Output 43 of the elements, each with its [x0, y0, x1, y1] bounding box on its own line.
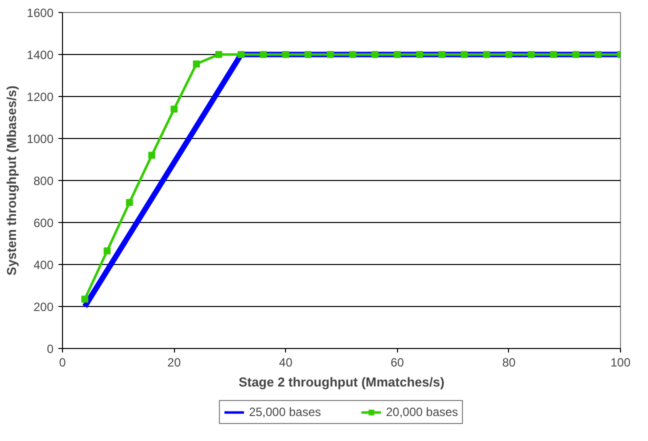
point	[483, 51, 490, 58]
point	[438, 51, 446, 58]
y-tick-label: 0	[46, 342, 54, 356]
point	[238, 51, 245, 58]
y-tick-label: 1200	[26, 90, 54, 104]
y-tick-label: 400	[33, 258, 54, 272]
point	[104, 247, 111, 254]
y-tick-label: 1400	[26, 48, 54, 62]
y-tick-label: 1600	[26, 6, 54, 20]
point	[260, 51, 267, 58]
point	[550, 51, 558, 58]
x-tick-label: 80	[502, 356, 516, 370]
point	[460, 51, 468, 58]
point	[215, 51, 222, 58]
x-tick-label: 60	[390, 356, 404, 370]
x-tick-label: 0	[59, 356, 66, 370]
point	[170, 106, 178, 113]
legend-label: 20,000 bases	[386, 405, 458, 419]
point	[282, 51, 290, 58]
legend-label: 25,000 bases	[248, 405, 321, 419]
point	[572, 51, 580, 58]
point	[594, 51, 602, 58]
point	[126, 199, 133, 206]
point	[528, 51, 535, 58]
y-tick-label: 1000	[26, 132, 54, 146]
point	[416, 51, 424, 58]
point	[505, 51, 512, 58]
point	[192, 60, 200, 68]
point	[394, 51, 401, 58]
y-tick-label: 800	[33, 174, 54, 188]
point	[148, 152, 156, 159]
x-tick-label: 100	[610, 356, 631, 370]
x-axis-title: Stage 2 throughput (Mmatches/s)	[238, 374, 444, 390]
x-tick-label: 20	[167, 356, 182, 370]
x-tick-label: 40	[279, 356, 293, 370]
point	[326, 51, 334, 58]
point	[371, 51, 378, 58]
point	[304, 51, 312, 58]
y-tick-label: 600	[33, 216, 54, 230]
y-tick-label: 200	[33, 300, 54, 314]
y-axis-title: System throughput (Mbases/s)	[4, 86, 19, 276]
point	[81, 296, 88, 303]
point	[349, 51, 356, 58]
